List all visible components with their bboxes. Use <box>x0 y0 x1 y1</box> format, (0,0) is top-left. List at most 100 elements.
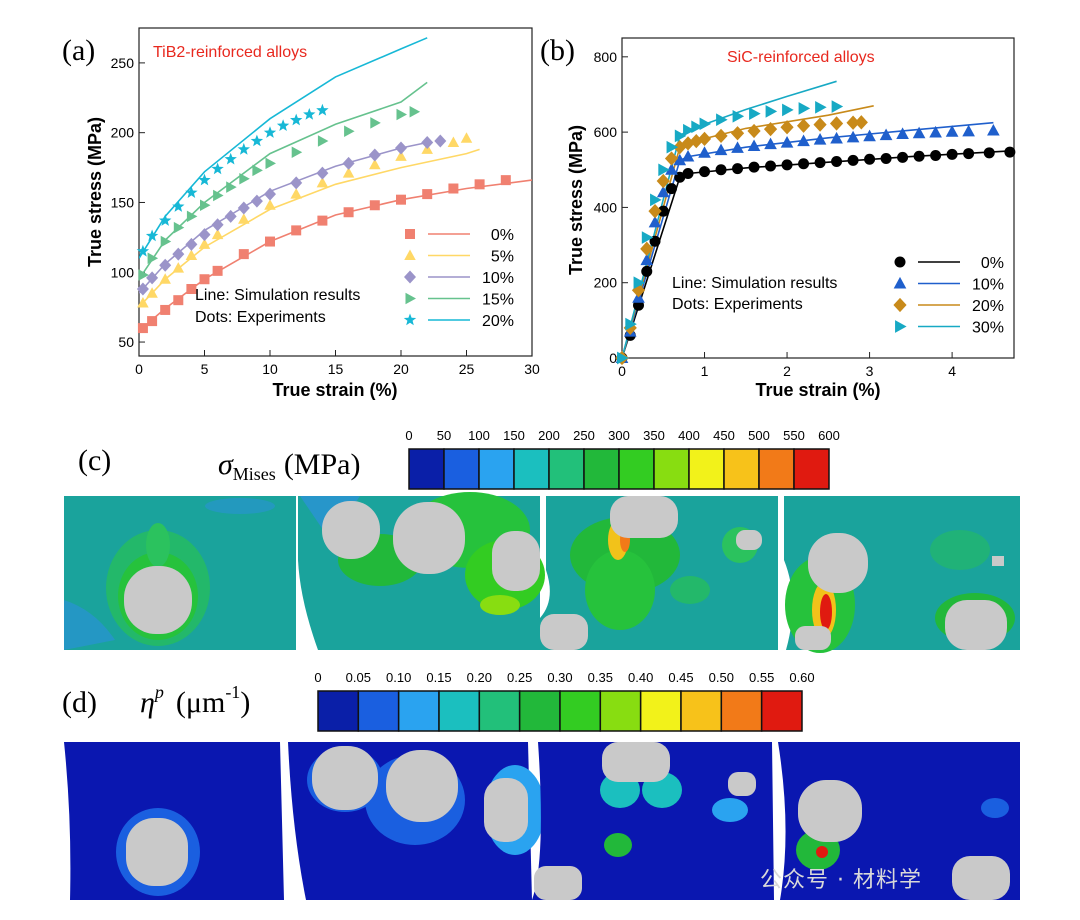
data-point <box>344 125 355 138</box>
y-tick-label: 800 <box>594 49 618 65</box>
data-point <box>666 140 679 154</box>
particle <box>540 614 588 650</box>
sigma-subscript: Mises <box>233 464 276 484</box>
contour-d-4 <box>778 742 1020 900</box>
legend-label: 0% <box>981 255 1004 272</box>
series-points-a <box>136 103 511 334</box>
x-tick-label: 2 <box>783 363 791 379</box>
data-point <box>160 304 171 315</box>
y-axis-label-b: True stress (MPa) <box>566 125 586 275</box>
particle <box>124 566 192 634</box>
x-tick-label: 15 <box>328 361 344 377</box>
colorbar-tick-label: 0.50 <box>709 670 734 685</box>
data-point <box>252 164 263 177</box>
data-point <box>913 150 925 162</box>
y-tick-label: 200 <box>594 275 618 291</box>
particle <box>484 778 528 842</box>
panel-d-contours: (d) ηp (μm-1) 0 0.05 0.10 0.15 0.20 0.25 0.30 0.… <box>62 670 1020 900</box>
data-point <box>641 231 654 244</box>
colorbar-cell <box>317 690 360 732</box>
data-point <box>421 135 434 149</box>
legend-b: 0% 10% 20% 30% <box>893 255 1004 337</box>
x-tick-label: 4 <box>948 363 956 379</box>
data-point <box>226 181 237 193</box>
colorbar-tick-label: 600 <box>818 428 840 443</box>
data-point <box>213 189 224 202</box>
colorbar-tick-label: 50 <box>437 428 451 443</box>
data-point <box>831 100 844 113</box>
colorbar-cell <box>758 448 795 490</box>
colorbar-cell <box>688 448 725 490</box>
colorbar-cell <box>760 690 803 732</box>
data-point <box>159 273 171 284</box>
data-point <box>147 316 158 327</box>
x-tick-label: 25 <box>459 361 475 377</box>
data-point <box>474 179 485 190</box>
data-point <box>370 117 381 129</box>
data-point <box>276 119 290 131</box>
data-point <box>658 163 670 177</box>
data-point <box>317 215 328 226</box>
data-point <box>343 207 354 218</box>
data-point <box>664 151 679 166</box>
colorbar-tick-label: 400 <box>678 428 700 443</box>
colorbar-tick-label: 0.25 <box>507 670 532 685</box>
data-point <box>657 205 669 217</box>
x-tick-label: 20 <box>393 361 409 377</box>
x-tick-label: 10 <box>262 361 278 377</box>
colorbar-cell <box>513 448 550 490</box>
data-point <box>698 146 711 158</box>
data-point <box>211 218 224 232</box>
data-point <box>798 102 811 115</box>
chart-title-a: TiB2-reinforced alloys <box>153 44 307 61</box>
series-line <box>622 105 874 358</box>
data-point <box>186 284 197 295</box>
particle <box>386 750 458 822</box>
data-point <box>681 149 695 162</box>
data-point <box>146 271 159 285</box>
data-point <box>962 124 975 137</box>
data-point <box>831 155 843 167</box>
y-axis-label-a: True stress (MPa) <box>85 117 105 267</box>
x-axis-label-a: True strain (%) <box>272 380 397 400</box>
data-point <box>422 189 433 200</box>
legend-marker <box>405 229 415 239</box>
data-point <box>699 117 712 131</box>
contour-c-1 <box>64 496 296 650</box>
data-point <box>864 153 876 165</box>
colorbar-tick-label: 0 <box>405 428 412 443</box>
contour-d-1 <box>64 742 284 900</box>
note-line-b: Line: Simulation results <box>672 275 837 292</box>
data-point <box>691 120 703 134</box>
data-point <box>846 115 860 130</box>
legend-marker <box>894 256 906 268</box>
colorbar-tick-label: 0.35 <box>588 670 613 685</box>
colorbar-tick-label: 0 <box>314 670 321 685</box>
data-point <box>137 323 148 334</box>
data-point <box>714 128 728 144</box>
data-point <box>813 117 827 132</box>
data-point <box>897 151 909 163</box>
sigma-symbol: σ <box>218 448 234 481</box>
data-point <box>813 133 827 145</box>
data-point <box>656 173 670 189</box>
data-point <box>342 156 355 170</box>
legend-marker <box>893 276 907 289</box>
legend-a: 0% 5% 10% 15% 20% <box>403 227 514 330</box>
data-point <box>147 252 159 265</box>
contour-c-4 <box>784 496 1020 653</box>
data-point <box>172 262 185 273</box>
legend-label: 10% <box>972 277 1004 294</box>
legend-marker <box>404 249 416 260</box>
data-point <box>316 103 329 116</box>
colorbar-cell <box>680 690 723 732</box>
data-point <box>829 116 844 131</box>
data-point <box>368 148 381 162</box>
y-tick-label: 150 <box>111 194 135 210</box>
chart-title-b: SiC-reinforced alloys <box>727 49 875 66</box>
data-point <box>674 129 687 143</box>
colorbar-tick-label: 0.15 <box>426 670 451 685</box>
data-point <box>625 317 637 331</box>
colorbar-title-c: σMises (MPa) <box>218 448 360 484</box>
data-point <box>237 201 250 215</box>
